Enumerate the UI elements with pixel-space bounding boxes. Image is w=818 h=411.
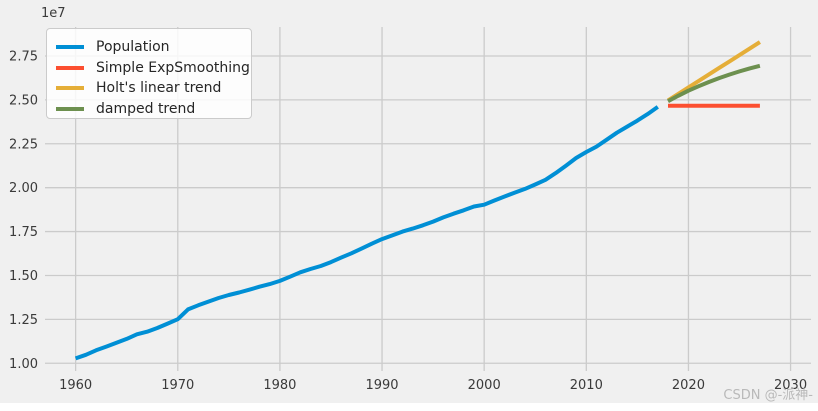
legend-label-damped-trend: damped trend: [96, 100, 196, 117]
y-axis-offset-label: 1e7: [41, 6, 66, 21]
legend-item-holts-linear-trend: Holt's linear trend: [56, 78, 243, 99]
legend-label-population: Population: [96, 39, 170, 56]
x-tick-label-1980: 1980: [263, 378, 296, 393]
x-tick-label-2010: 2010: [570, 378, 603, 393]
damped-trend-line: [667, 63, 761, 104]
y-tick-label-2.25: 2.25: [9, 137, 38, 152]
holt-s-linear-trend-line: [666, 40, 761, 103]
legend-label-holts-linear-trend: Holt's linear trend: [96, 80, 222, 97]
y-tick-label-1.75: 1.75: [9, 225, 38, 240]
population-line: [74, 105, 659, 361]
x-tick-label-2020: 2020: [672, 378, 705, 393]
holts-linear-trend-line-swatch: [56, 86, 84, 91]
y-tick-label-1.50: 1.50: [9, 269, 38, 284]
population-line-swatch: [56, 45, 84, 50]
simple-expsmoothing-line-swatch: [56, 65, 84, 70]
y-tick-label-2.75: 2.75: [9, 49, 38, 64]
legend-item-population: Population: [56, 37, 243, 58]
y-tick-label-2.50: 2.50: [9, 93, 38, 108]
y-tick-label-2.00: 2.00: [9, 181, 38, 196]
x-tick-label-2000: 2000: [468, 378, 501, 393]
legend: Population Simple ExpSmoothing Holt's li…: [46, 28, 252, 119]
x-tick-label-1990: 1990: [365, 378, 398, 393]
x-tick-label-1970: 1970: [161, 378, 194, 393]
legend-label-simple-expsmoothing: Simple ExpSmoothing: [96, 59, 250, 76]
watermark: CSDN @-派神-: [723, 388, 813, 403]
x-tick-label-2030: 2030: [774, 378, 807, 393]
y-tick-label-1.25: 1.25: [9, 313, 38, 328]
damped-trend-line-swatch: [56, 106, 84, 111]
y-tick-label-1.00: 1.00: [9, 357, 38, 372]
legend-item-simple-expsmoothing: Simple ExpSmoothing: [56, 58, 250, 79]
x-tick-label-1960: 1960: [59, 378, 92, 393]
legend-item-damped-trend: damped trend: [56, 99, 243, 120]
